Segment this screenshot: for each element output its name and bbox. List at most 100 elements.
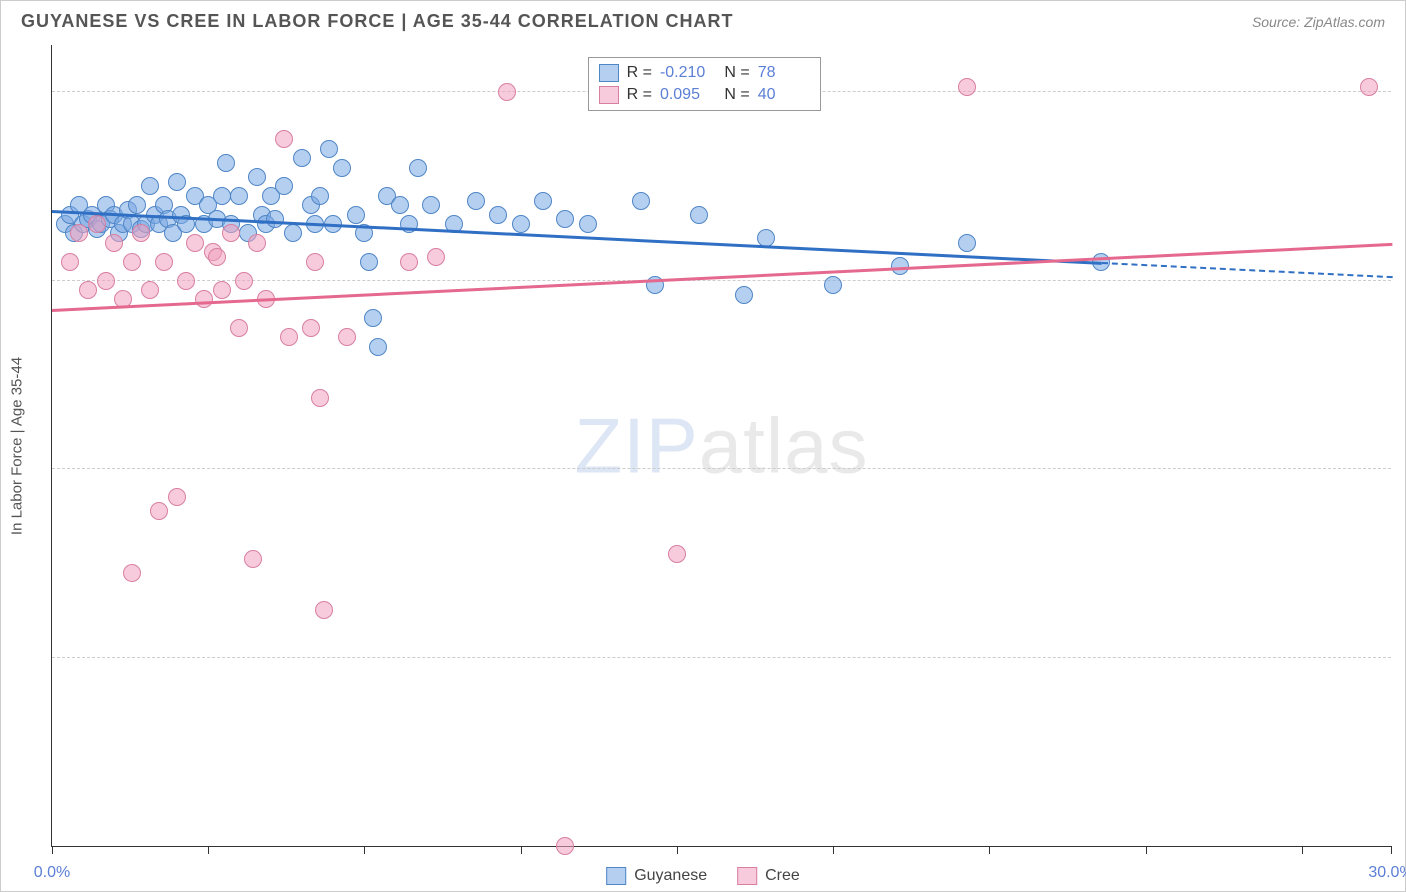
x-tick	[677, 846, 678, 854]
x-tick-label: 30.0%	[1368, 864, 1406, 882]
data-point	[958, 234, 976, 252]
x-tick	[989, 846, 990, 854]
data-point	[369, 338, 387, 356]
data-point	[280, 328, 298, 346]
plot-area: ZIPatlas 40.0%60.0%80.0%100.0%0.0%30.0%R…	[51, 45, 1391, 847]
data-point	[360, 253, 378, 271]
stat-r-label: R =	[627, 86, 652, 104]
data-point	[222, 224, 240, 242]
gridline	[52, 657, 1391, 658]
data-point	[61, 253, 79, 271]
data-point	[668, 545, 686, 563]
y-tick-label: 100.0%	[1401, 65, 1406, 83]
data-point	[132, 224, 150, 242]
stat-r-value: -0.210	[660, 64, 712, 82]
data-point	[311, 187, 329, 205]
watermark: ZIPatlas	[574, 400, 868, 491]
data-point	[217, 154, 235, 172]
data-point	[141, 177, 159, 195]
stat-r-label: R =	[627, 64, 652, 82]
data-point	[293, 149, 311, 167]
data-point	[311, 389, 329, 407]
data-point	[320, 140, 338, 158]
data-point	[556, 837, 574, 855]
data-point	[958, 78, 976, 96]
data-point	[105, 234, 123, 252]
legend-swatch	[737, 867, 757, 885]
data-point	[275, 177, 293, 195]
chart-title: GUYANESE VS CREE IN LABOR FORCE | AGE 35…	[21, 11, 733, 32]
plot-area-wrap: ZIPatlas 40.0%60.0%80.0%100.0%0.0%30.0%R…	[51, 45, 1391, 847]
data-point	[315, 601, 333, 619]
data-point	[168, 173, 186, 191]
stats-row: R = 0.095 N = 40	[599, 84, 810, 106]
data-point	[70, 224, 88, 242]
data-point	[213, 281, 231, 299]
data-point	[248, 234, 266, 252]
legend-label: Guyanese	[634, 867, 707, 885]
data-point	[123, 253, 141, 271]
source-attribution: Source: ZipAtlas.com	[1252, 14, 1385, 30]
legend-label: Cree	[765, 867, 800, 885]
stat-n-label: N =	[720, 86, 750, 104]
data-point	[97, 272, 115, 290]
x-tick	[364, 846, 365, 854]
data-point	[141, 281, 159, 299]
x-tick	[1391, 846, 1392, 854]
chart-container: GUYANESE VS CREE IN LABOR FORCE | AGE 35…	[0, 0, 1406, 892]
data-point	[579, 215, 597, 233]
legend-item: Guyanese	[606, 867, 707, 885]
legend: Guyanese Cree	[606, 867, 800, 885]
data-point	[79, 281, 97, 299]
x-tick	[833, 846, 834, 854]
data-point	[248, 168, 266, 186]
trend-line	[52, 243, 1392, 312]
data-point	[150, 502, 168, 520]
y-tick-label: 80.0%	[1401, 254, 1406, 272]
data-point	[306, 253, 324, 271]
data-point	[427, 248, 445, 266]
data-point	[177, 272, 195, 290]
x-tick	[52, 846, 53, 854]
legend-swatch	[606, 867, 626, 885]
data-point	[690, 206, 708, 224]
data-point	[186, 234, 204, 252]
legend-swatch	[599, 64, 619, 82]
data-point	[230, 187, 248, 205]
data-point	[168, 488, 186, 506]
data-point	[338, 328, 356, 346]
data-point	[123, 564, 141, 582]
stat-r-value: 0.095	[660, 86, 712, 104]
data-point	[333, 159, 351, 177]
x-tick	[1146, 846, 1147, 854]
data-point	[244, 550, 262, 568]
x-tick	[208, 846, 209, 854]
data-point	[467, 192, 485, 210]
y-tick-label: 40.0%	[1401, 631, 1406, 649]
data-point	[632, 192, 650, 210]
data-point	[364, 309, 382, 327]
data-point	[409, 159, 427, 177]
data-point	[735, 286, 753, 304]
data-point	[512, 215, 530, 233]
x-tick-label: 0.0%	[34, 864, 70, 882]
data-point	[302, 319, 320, 337]
legend-item: Cree	[737, 867, 800, 885]
data-point	[235, 272, 253, 290]
data-point	[128, 196, 146, 214]
data-point	[391, 196, 409, 214]
data-point	[422, 196, 440, 214]
data-point	[266, 210, 284, 228]
data-point	[275, 130, 293, 148]
data-point	[213, 187, 231, 205]
data-point	[556, 210, 574, 228]
data-point	[824, 276, 842, 294]
legend-swatch	[599, 86, 619, 104]
stat-n-value: 40	[758, 86, 810, 104]
watermark-prefix: ZIP	[574, 401, 698, 489]
data-point	[347, 206, 365, 224]
trend-line-dashed	[1102, 262, 1392, 278]
data-point	[498, 83, 516, 101]
data-point	[400, 253, 418, 271]
x-tick	[521, 846, 522, 854]
